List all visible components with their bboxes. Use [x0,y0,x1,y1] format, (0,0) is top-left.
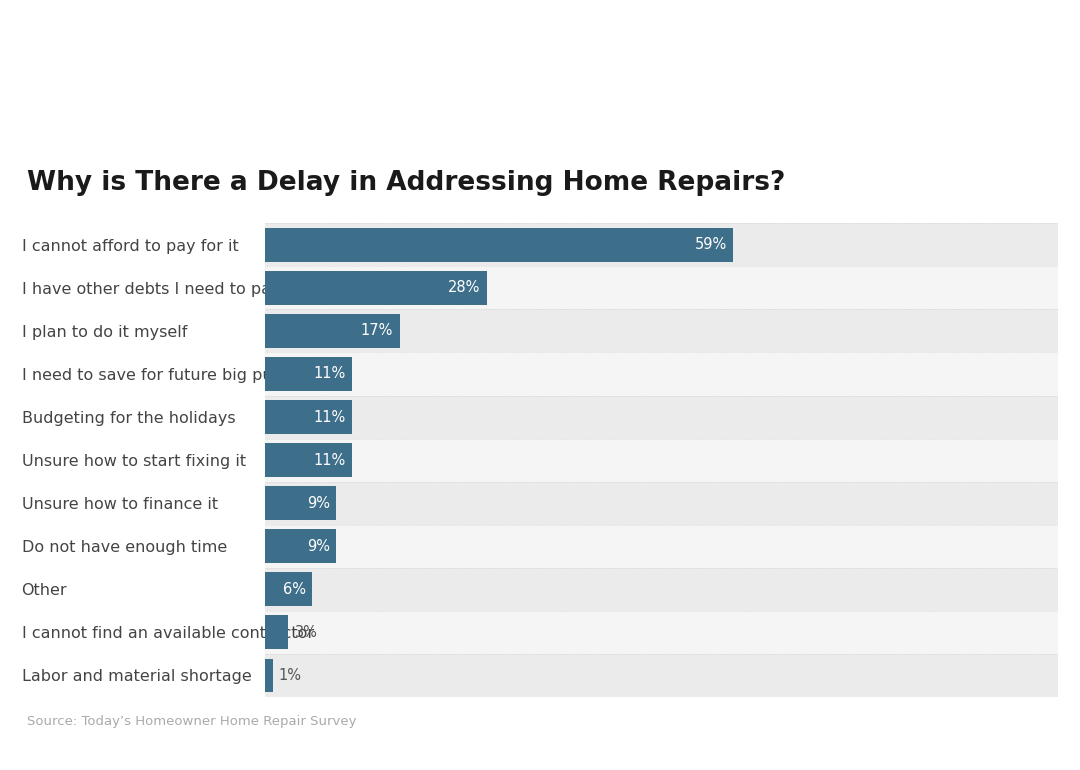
Bar [265,228,733,262]
Text: 9%: 9% [307,496,329,511]
Text: 17%: 17% [361,323,393,339]
Bar [265,439,1058,481]
Bar [265,524,1058,567]
Bar [265,572,312,606]
Bar [265,654,1058,697]
Bar [265,271,487,305]
Bar [265,444,352,477]
Text: 11%: 11% [313,367,346,381]
Bar [265,615,288,649]
Text: 28%: 28% [448,280,481,296]
Text: 59%: 59% [694,237,727,253]
Bar [265,353,1058,396]
Bar [265,530,336,563]
Text: Why is There a Delay in Addressing Home Repairs?: Why is There a Delay in Addressing Home … [27,170,785,196]
Bar [265,400,352,434]
Bar [265,314,400,348]
Bar [265,658,272,692]
Text: 6%: 6% [283,581,306,597]
Bar [265,611,1058,654]
Bar [265,223,1058,266]
Bar [265,396,1058,439]
Bar [265,567,1058,611]
Bar [265,310,1058,353]
Text: 11%: 11% [313,453,346,467]
Bar [265,266,1058,310]
Bar [265,481,1058,524]
Bar [265,487,336,520]
Bar [265,357,352,390]
Text: Source: Today’s Homeowner Home Repair Survey: Source: Today’s Homeowner Home Repair Su… [27,715,356,728]
Text: 3%: 3% [295,624,318,640]
Text: 1%: 1% [279,668,302,683]
Text: 9%: 9% [307,539,329,554]
Text: 11%: 11% [313,410,346,424]
